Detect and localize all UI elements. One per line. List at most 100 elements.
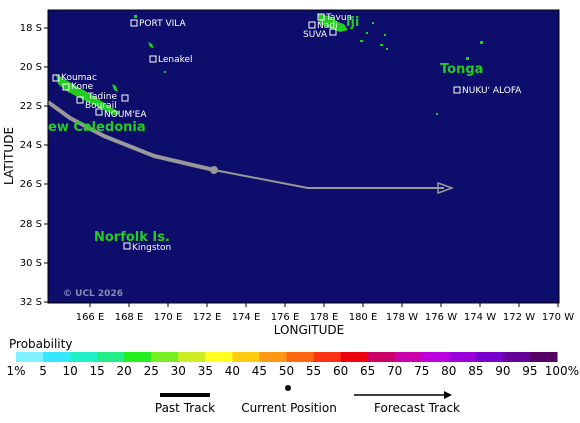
current-position-legend-label: Current Position [241,401,337,415]
islet [466,57,469,60]
city-label-kingston: Kingston [132,243,171,253]
islet [386,48,388,50]
probability-tick-label: 20 [117,364,132,378]
probability-color-swatch [502,352,531,362]
probability-tick-label: 80 [441,364,456,378]
x-tick-label: 180 E [349,312,378,323]
probability-color-swatch [340,352,369,362]
y-tick-label: 28 S [20,219,42,230]
city-label-koumac: Koumac [61,73,97,83]
y-tick-label: 26 S [20,179,42,190]
x-tick-label: 178 W [386,312,418,323]
probability-tick-label: 95 [522,364,537,378]
city-label-kone: Kone [71,82,94,92]
suva-marker [329,28,337,36]
probability-color-swatch [178,352,206,362]
koumac-marker [52,74,60,82]
region-label-new-caledonia: ew Caledonia [48,120,146,135]
probability-tick-label: 70 [387,364,402,378]
y-tick-label: 30 S [20,258,42,269]
past-track-legend-label: Past Track [155,401,215,415]
city-label-noumea: NOUM'EA [104,110,147,120]
region-label-norfolk: Norfolk Is. [94,230,170,245]
city-label-suva: SUVA [303,30,328,40]
islet [372,22,374,24]
probability-tick-labels: 1% 5 10 15 20 25 30 35 40 45 50 55 60 65 70 75 80 85 90 95 1… [6,364,579,378]
probability-tick-label: 25 [144,364,159,378]
probability-color-swatch [232,352,260,362]
forecast-track-line [213,169,444,189]
x-tick-label: 170 W [542,312,574,323]
probability-tick-label: 100% [545,364,579,378]
probability-tick-label: 90 [495,364,510,378]
probability-tick-label: 40 [225,364,240,378]
probability-tick-label: 75 [414,364,429,378]
region-label-fiji: iji [346,15,359,30]
current-position-marker [210,166,218,174]
noumea-marker [95,108,103,116]
probability-tick-label: 50 [279,364,294,378]
x-tick-label: 174 E [232,312,261,323]
y-tick-label: 18 S [20,23,42,34]
probability-title: Probability [9,337,72,351]
x-tick-label: 166 E [76,312,105,323]
probability-color-swatch [475,352,504,362]
probability-color-swatch [448,352,477,362]
probability-color-swatch [421,352,450,362]
probability-tick-label: 35 [198,364,213,378]
islet [366,32,368,34]
x-tick-label: 170 E [154,312,183,323]
probability-tick-label: 30 [171,364,186,378]
probability-tick-label: 5 [39,364,47,378]
city-label-tavua: Tavua [325,13,352,23]
probability-color-swatch [97,352,125,362]
probability-tick-label: 85 [468,364,483,378]
tadine-marker [121,94,129,102]
probability-color-swatch [394,352,423,362]
forecast-arrow-head [437,181,455,195]
islet [480,41,483,44]
city-label-nadi: Nadi [317,21,337,31]
nuku-alofa-marker [453,86,461,94]
probability-tick-label: 65 [360,364,375,378]
map-frame [47,9,560,304]
region-label-tonga: Tonga [440,62,483,77]
x-tick-label: 176 W [425,312,457,323]
probability-tick-label: 60 [333,364,348,378]
probability-color-bar [16,352,558,362]
probability-color-swatch [367,352,396,362]
copyright-credit: © UCL 2026 [63,289,123,299]
city-label-bourail: Bourail [85,101,117,111]
city-label-port-vila: PORT VILA [139,19,187,29]
kingston-marker [123,242,131,250]
probability-color-swatch [43,352,71,362]
probability-color-swatch [124,352,152,362]
new-caledonia-island [56,74,120,116]
x-axis-label: LONGITUDE [274,323,344,337]
y-tick-label: 32 S [20,297,42,308]
loyalty-islands [112,84,118,92]
bourail-marker [76,96,84,104]
kone-marker [62,83,70,91]
probability-color-swatch [70,352,98,362]
probability-color-swatch [151,352,179,362]
islet [384,34,386,36]
ocean-background [48,10,559,303]
x-tick-marks [89,303,559,307]
probability-tick-label: 15 [90,364,105,378]
y-tick-label: 24 S [20,140,42,151]
islet [436,113,438,115]
x-tick-label: 168 E [115,312,144,323]
forecast-track-legend-label: Forecast Track [374,401,460,415]
probability-color-swatch [205,352,233,362]
city-label-lenakel: Lenakel [158,55,193,65]
y-tick-marks [44,27,48,303]
probability-color-swatch [313,352,342,362]
probability-tick-label: 55 [306,364,321,378]
y-tick-label: 20 S [20,62,42,73]
islet [360,40,363,42]
probability-color-swatch [529,352,558,362]
city-label-nuku-alofa: NUKU' ALOFA [462,86,522,96]
forecast-track-legend-arrow [444,391,452,399]
